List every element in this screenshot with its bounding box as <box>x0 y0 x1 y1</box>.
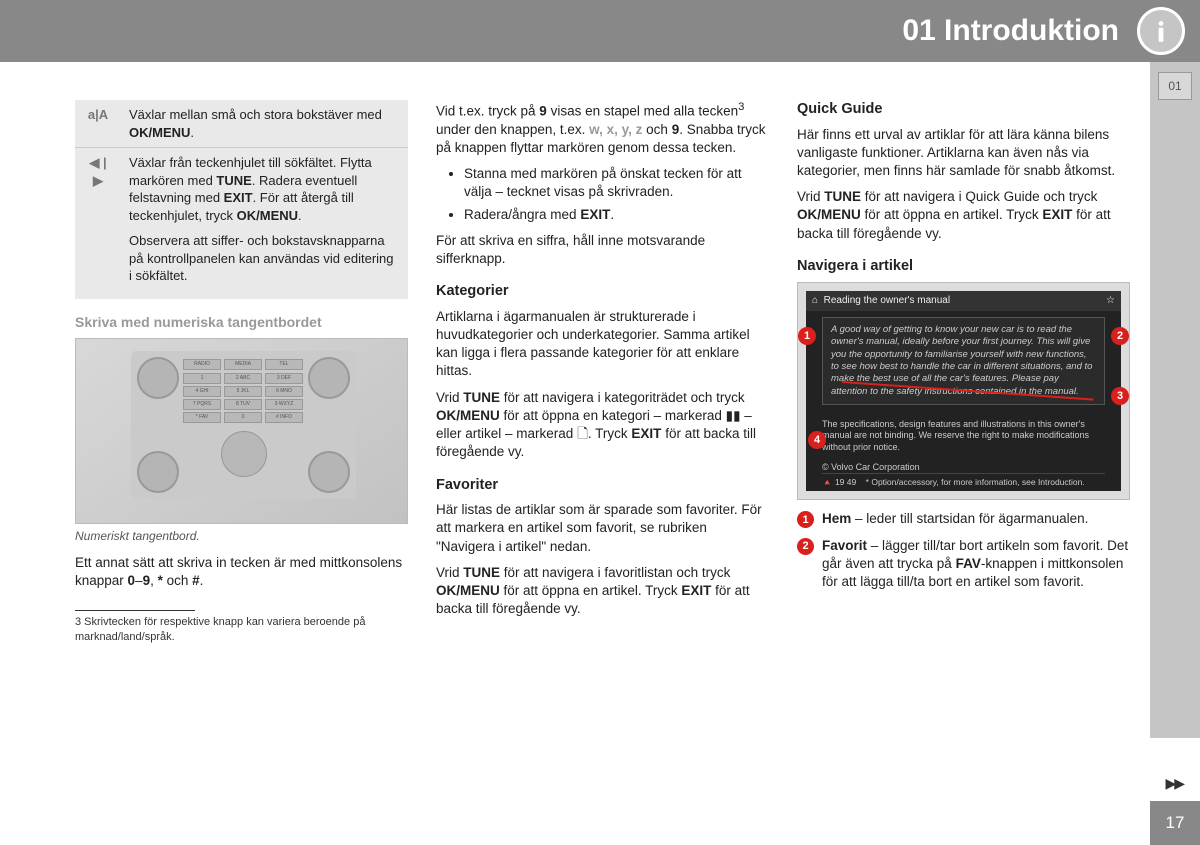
paragraph: För att skriva en siffra, håll inne mots… <box>436 232 769 268</box>
table-row: ◀ | ▶ Växlar från teckenhjulet till sökf… <box>75 148 408 299</box>
sub-heading: Navigera i artikel <box>797 257 1130 277</box>
sub-heading: Kategorier <box>436 282 769 302</box>
page-footer: 17 <box>0 801 1200 845</box>
footnote: 3 Skrivtecken för respektive knapp kan v… <box>75 615 408 645</box>
side-tab: 01 <box>1150 62 1200 738</box>
keypad-illustration: RADIOMEDIATEL 12 ABC3 DEF 4 GHI5 JKL6 MN… <box>75 338 408 524</box>
desc-cell: Växlar mellan små och stora bokstäver me… <box>121 100 408 148</box>
column-2: Vid t.ex. tryck på 9 visas en stapel med… <box>436 100 769 738</box>
marker-2-icon: 2 <box>1111 327 1129 345</box>
numbered-item: 2 Favorit – lägger till/tar bort artikel… <box>797 537 1130 592</box>
paragraph: Här finns ett urval av artiklar för att … <box>797 126 1130 181</box>
number-badge-icon: 2 <box>797 538 814 555</box>
paragraph: Artiklarna i ägarmanualen är strukturera… <box>436 308 769 381</box>
article-icon: 🗋 <box>577 426 588 441</box>
list-item: Radera/ångra med EXIT. <box>464 206 769 224</box>
key-cell: ◀ | ▶ <box>75 148 121 299</box>
table-row: a|A Växlar mellan små och stora bokstäve… <box>75 100 408 148</box>
marker-3-icon: 3 <box>1111 387 1129 405</box>
key-cell: a|A <box>75 100 121 148</box>
list-item: Stanna med markören på önskat tecken för… <box>464 165 769 201</box>
sub-heading: Favoriter <box>436 476 769 496</box>
paragraph: Vid t.ex. tryck på 9 visas en stapel med… <box>436 100 769 157</box>
number-badge-icon: 1 <box>797 511 814 528</box>
bullet-list: Stanna med markören på önskat tecken för… <box>436 165 769 224</box>
sub-heading: Quick Guide <box>797 100 1130 120</box>
paragraph: Vrid TUNE för att navigera i Quick Guide… <box>797 188 1130 243</box>
numbered-item: 1 Hem – leder till startsidan för ägarma… <box>797 510 1130 528</box>
paragraph: Vrid TUNE för att navigera i kategoriträ… <box>436 389 769 462</box>
paragraph: Här listas de artiklar som är sparade so… <box>436 501 769 556</box>
footnote-separator <box>75 610 195 611</box>
paragraph: Vrid TUNE för att navigera i favoritlist… <box>436 564 769 619</box>
desc-cell: Växlar från teckenhjulet till sökfältet.… <box>121 148 408 299</box>
category-icon: ▮▮ <box>726 408 741 423</box>
content-area: a|A Växlar mellan små och stora bokstäve… <box>0 62 1150 738</box>
image-caption: Numeriskt tangentbord. <box>75 528 408 544</box>
chapter-title: 01 Introduktion <box>902 11 1119 52</box>
continue-arrows-icon: ▶▶ <box>1165 774 1183 793</box>
side-page-number: 01 <box>1158 72 1192 100</box>
page-number: 17 <box>1150 801 1200 845</box>
key-table: a|A Växlar mellan små och stora bokstäve… <box>75 100 408 299</box>
page-header: 01 Introduktion <box>0 0 1200 62</box>
section-heading: Skriva med numeriska tangentbordet <box>75 313 408 332</box>
column-3: Quick Guide Här finns ett urval av artik… <box>797 100 1130 738</box>
info-icon <box>1137 7 1185 55</box>
screen-illustration: ⌂ Reading the owner's manual☆ A good way… <box>797 282 1130 500</box>
column-1: a|A Växlar mellan små och stora bokstäve… <box>75 100 408 738</box>
paragraph: Ett annat sätt att skriva in tecken är m… <box>75 554 408 590</box>
